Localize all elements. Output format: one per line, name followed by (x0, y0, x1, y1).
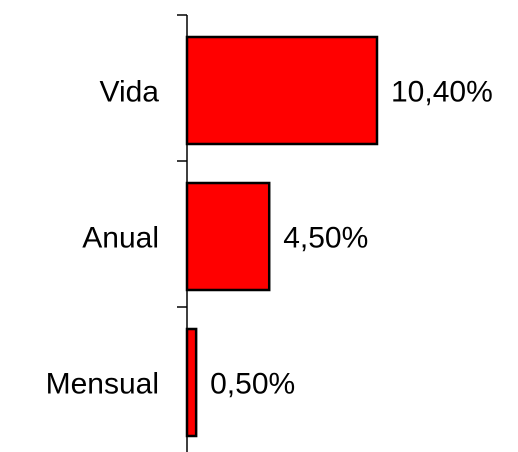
category-label-vida: Vida (99, 76, 159, 109)
bars (185, 35, 379, 438)
y-axis-ticks (177, 14, 187, 308)
category-labels: Vida Anual Mensual (46, 76, 160, 401)
category-label-mensual: Mensual (46, 368, 159, 401)
value-label-mensual: 0,50% (210, 368, 295, 401)
bar-anual (185, 181, 271, 292)
value-labels: 10,40% 4,50% 0,50% (210, 76, 493, 401)
bar-mensual (185, 327, 198, 438)
bar-vida (185, 35, 379, 146)
value-label-anual: 4,50% (283, 222, 368, 255)
value-label-vida: 10,40% (391, 76, 493, 109)
category-label-anual: Anual (82, 222, 159, 255)
